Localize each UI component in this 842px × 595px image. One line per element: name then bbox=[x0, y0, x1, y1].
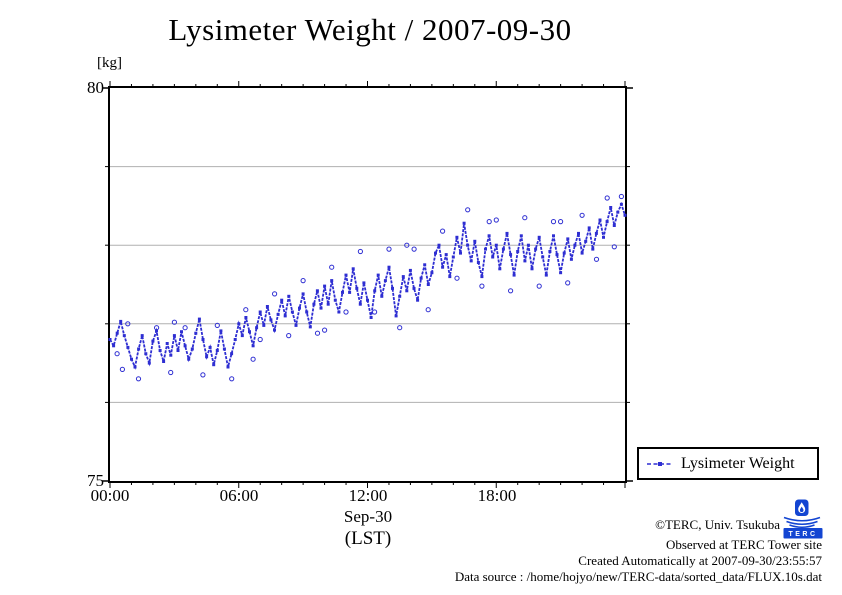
x-axis-timezone-label: (LST) bbox=[344, 528, 392, 549]
y-axis-unit-label: [kg] bbox=[97, 55, 122, 71]
legend-line-sample-icon bbox=[647, 461, 673, 466]
footer-created-timestamp: Created Automatically at 2007-09-30/23:5… bbox=[578, 553, 822, 568]
chart-title: Lysimeter Weight / 2007-09-30 bbox=[168, 12, 572, 47]
legend-label: Lysimeter Weight bbox=[681, 454, 795, 472]
footer-credit: ©TERC, Univ. Tsukuba bbox=[655, 517, 780, 532]
footer-data-source: Data source : /home/hojyo/new/TERC-data/… bbox=[454, 569, 822, 584]
y-axis-max-label: 80 bbox=[87, 78, 104, 97]
x-tick-label-0000: 00:00 bbox=[90, 486, 130, 505]
footer-observed-site: Observed at TERC Tower site bbox=[665, 537, 822, 552]
x-tick-label-1200: 12:00 bbox=[348, 486, 388, 505]
terc-logo: TERC bbox=[783, 499, 823, 539]
x-axis-date-label: Sep-30 bbox=[343, 507, 393, 526]
terc-logo-text: TERC bbox=[788, 531, 817, 538]
lysimeter-weight-plot bbox=[102, 81, 633, 488]
x-tick-label-1800: 18:00 bbox=[477, 486, 517, 505]
x-tick-label-0600: 06:00 bbox=[219, 486, 259, 505]
y-axis-min-label: 75 bbox=[87, 471, 104, 490]
legend-box: Lysimeter Weight bbox=[637, 447, 819, 480]
